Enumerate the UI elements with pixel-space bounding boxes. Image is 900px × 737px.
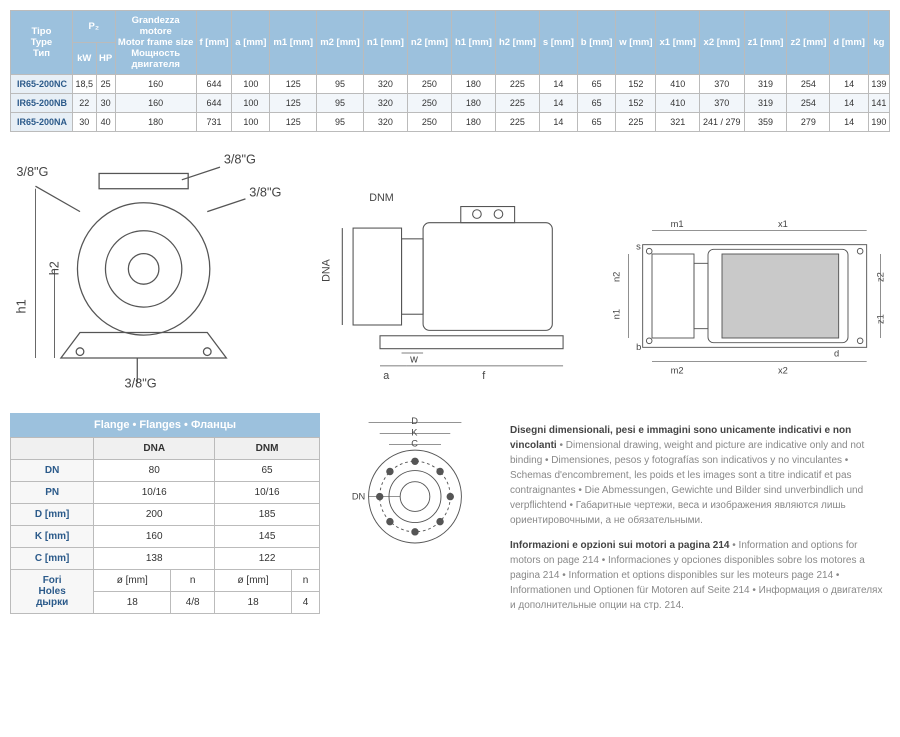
svg-text:3/8"G: 3/8"G xyxy=(125,375,157,390)
svg-text:D: D xyxy=(411,416,418,426)
th-p2: P₂ xyxy=(72,11,115,43)
flange-section: Flange • Flanges • Фланцы DNADNM DN8065P… xyxy=(10,413,320,614)
table-row: K [mm]160145 xyxy=(11,525,320,547)
notes-block: Disegni dimensionali, pesi e immagini so… xyxy=(510,413,890,623)
table-row: C [mm]138122 xyxy=(11,547,320,569)
th-motor: Grandezza motore Motor frame size Мощнос… xyxy=(115,11,196,75)
svg-text:C: C xyxy=(411,438,418,448)
svg-text:n2: n2 xyxy=(611,272,621,282)
svg-text:DN: DN xyxy=(352,491,365,501)
note-p1: Disegni dimensionali, pesi e immagini so… xyxy=(510,423,890,528)
svg-text:h1: h1 xyxy=(13,299,28,313)
svg-text:z2: z2 xyxy=(875,273,885,283)
svg-text:3/8"G: 3/8"G xyxy=(16,164,48,179)
th-type: Tipo Type Тип xyxy=(11,11,73,75)
table-row: D [mm]200185 xyxy=(11,503,320,525)
flange-table: DNADNM DN8065PN10/1610/16D [mm]200185K [… xyxy=(10,437,320,614)
svg-text:h2: h2 xyxy=(46,261,61,275)
svg-text:z1: z1 xyxy=(875,315,885,325)
svg-text:x2: x2 xyxy=(778,366,788,376)
diagram-row: 3/8"G 3/8"G 3/8"G 3/8"G h2 h1 DNM DNA w … xyxy=(10,148,890,393)
flange-diagram: D K C DN xyxy=(350,413,480,565)
table-row: DN8065 xyxy=(11,459,320,481)
svg-text:K: K xyxy=(411,427,418,437)
top-view-diagram: m1 x1 m2 x2 s n2 n1 b d z2 z1 xyxy=(610,212,890,392)
svg-text:DNA: DNA xyxy=(320,259,332,283)
side-view-diagram: DNM DNA w a f xyxy=(310,185,590,393)
svg-text:d: d xyxy=(834,349,839,359)
svg-text:DNM: DNM xyxy=(369,192,394,204)
svg-text:x1: x1 xyxy=(778,219,788,229)
note-p2: Informazioni e opzioni sui motori a pagi… xyxy=(510,538,890,613)
svg-text:m2: m2 xyxy=(671,366,684,376)
table-row: IR65-200NC18,525160644100125953202501802… xyxy=(11,75,890,94)
table-row: PN10/1610/16 xyxy=(11,481,320,503)
flange-title: Flange • Flanges • Фланцы xyxy=(10,413,320,437)
svg-text:3/8"G: 3/8"G xyxy=(249,184,281,199)
svg-text:a: a xyxy=(383,370,389,382)
svg-text:s: s xyxy=(636,242,641,252)
dimensions-table: Tipo Type Тип P₂ Grandezza motore Motor … xyxy=(10,10,890,132)
svg-text:3/8"G: 3/8"G xyxy=(224,151,256,166)
svg-text:n1: n1 xyxy=(611,309,621,319)
front-view-diagram: 3/8"G 3/8"G 3/8"G 3/8"G h2 h1 xyxy=(10,148,290,393)
table-row: IR65-200NB223016064410012595320250180225… xyxy=(11,94,890,113)
svg-text:f: f xyxy=(482,370,485,382)
svg-text:w: w xyxy=(409,354,418,366)
svg-text:m1: m1 xyxy=(671,219,684,229)
svg-text:b: b xyxy=(636,343,641,353)
table-row: IR65-200NA304018073110012595320250180225… xyxy=(11,113,890,132)
